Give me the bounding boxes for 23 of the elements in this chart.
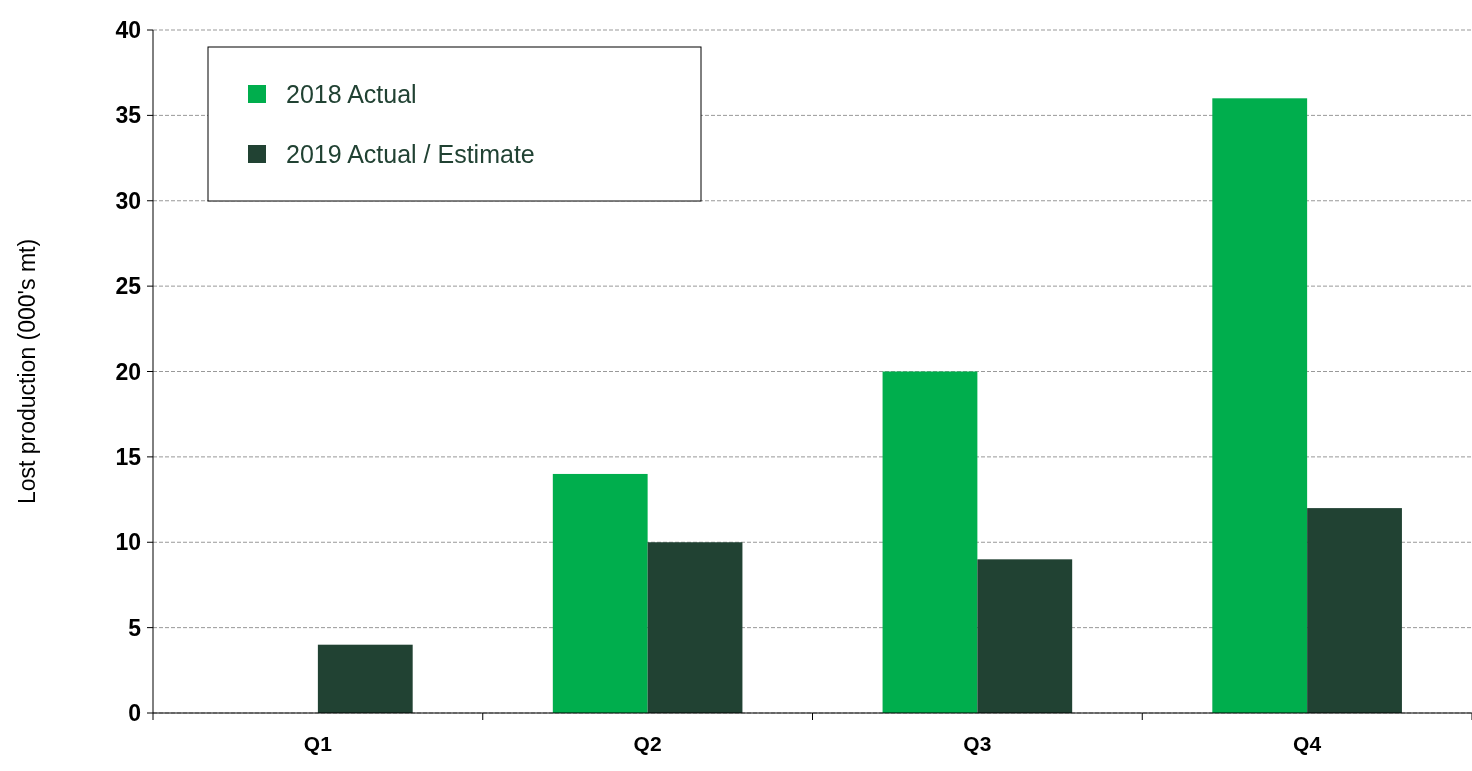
y-tick-label: 30 — [115, 187, 141, 214]
legend-label: 2019 Actual / Estimate — [286, 139, 535, 168]
y-tick-label: 35 — [115, 102, 142, 129]
y-tick-label: 15 — [115, 443, 142, 470]
x-tick-label: Q4 — [1293, 732, 1322, 755]
bar — [1212, 98, 1308, 713]
bar — [882, 371, 978, 713]
y-tick-label: 0 — [128, 700, 141, 727]
y-tick-label: 10 — [115, 529, 141, 556]
x-tick-label: Q1 — [303, 732, 333, 755]
bar — [552, 473, 648, 713]
bar — [317, 644, 413, 713]
y-axis-title: Lost production (000's mt) — [14, 238, 40, 505]
y-tick-label: 20 — [115, 358, 141, 385]
x-tick-label: Q2 — [633, 732, 662, 755]
y-tick-label: 5 — [128, 614, 142, 641]
bar — [647, 542, 743, 713]
y-tick-label: 40 — [115, 17, 141, 44]
x-tick-label: Q3 — [963, 732, 992, 755]
y-tick-label: 25 — [115, 273, 142, 300]
legend-label: 2018 Actual — [286, 79, 417, 108]
bar — [1307, 508, 1402, 713]
bar — [977, 559, 1073, 713]
